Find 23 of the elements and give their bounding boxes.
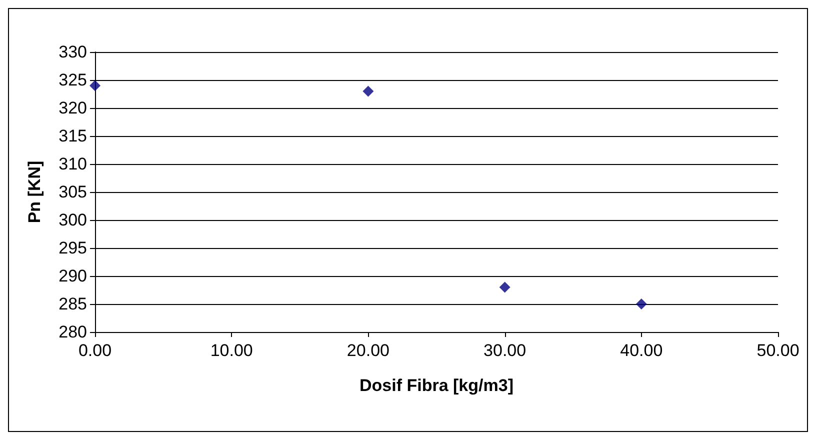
y-tick-label: 280 (58, 322, 87, 342)
x-tick-label: 30.00 (484, 341, 526, 360)
point (499, 282, 510, 293)
x-tick-label: 40.00 (620, 341, 663, 360)
y-tick-label: 305 (58, 182, 87, 202)
x-tick-label: 20.00 (346, 341, 390, 360)
y-tick-label: 320 (58, 98, 87, 118)
y-tick-label: 300 (58, 210, 87, 230)
y-tick-label: 310 (58, 154, 87, 174)
y-tick-label: 330 (58, 42, 87, 62)
x-tick-label: 10.00 (210, 341, 253, 360)
x-tick-label: 0.00 (78, 341, 112, 360)
y-tick-label: 290 (58, 266, 87, 286)
x-axis-title: Dosif Fibra [kg/m3] (360, 376, 514, 395)
y-axis-title: Pn [KN] (25, 160, 44, 224)
y-tick-label: 285 (58, 294, 87, 314)
x-tick-label: 50.00 (756, 341, 800, 360)
y-tick-label: 325 (58, 70, 87, 90)
y-tick-label: 295 (58, 238, 87, 258)
y-tick-label: 315 (58, 126, 87, 146)
point (636, 298, 647, 310)
point (362, 86, 374, 97)
point (90, 80, 100, 92)
